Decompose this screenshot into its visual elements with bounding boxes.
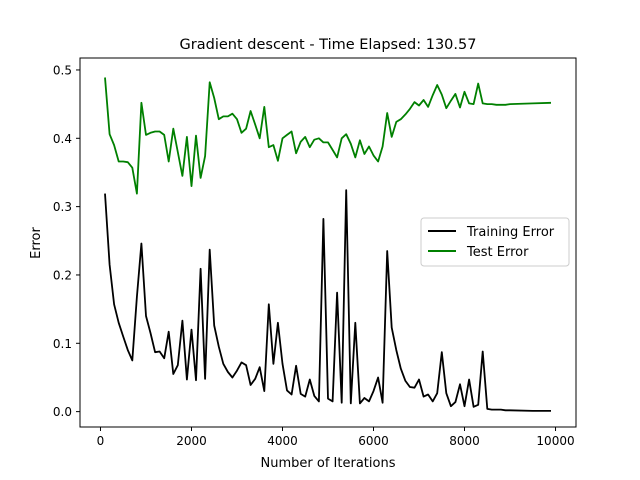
legend-label-training-error: Training Error — [466, 225, 555, 240]
legend: Training Error Test Error — [420, 217, 570, 267]
series-line-test-error — [104, 77, 552, 195]
series-line-training-error — [104, 189, 551, 412]
x-axis: 0 2000 4000 6000 8000 10000 — [97, 427, 575, 448]
y-tick-label: 0.1 — [53, 337, 72, 351]
legend-label-test-error: Test Error — [466, 245, 529, 260]
chart-title: Gradient descent - Time Elapsed: 130.57 — [180, 37, 477, 53]
y-tick-label: 0.2 — [53, 268, 72, 282]
y-tick-label: 0.5 — [53, 63, 72, 77]
plot-frame — [79, 57, 577, 428]
x-tick-label: 4000 — [267, 434, 298, 448]
x-axis-label: Number of Iterations — [261, 456, 396, 471]
x-tick-label: 0 — [97, 434, 105, 448]
y-axis-label: Error — [29, 227, 44, 259]
plot-area — [104, 77, 552, 412]
x-tick-label: 8000 — [449, 434, 480, 448]
x-tick-label: 10000 — [536, 434, 574, 448]
legend-box — [420, 217, 570, 267]
y-axis: 0.0 0.1 0.2 0.3 0.4 0.5 — [53, 63, 80, 419]
x-tick-label: 2000 — [176, 434, 207, 448]
y-tick-label: 0.3 — [53, 200, 72, 214]
x-tick-label: 6000 — [358, 434, 389, 448]
y-tick-label: 0.4 — [53, 132, 72, 146]
y-tick-label: 0.0 — [53, 405, 72, 419]
